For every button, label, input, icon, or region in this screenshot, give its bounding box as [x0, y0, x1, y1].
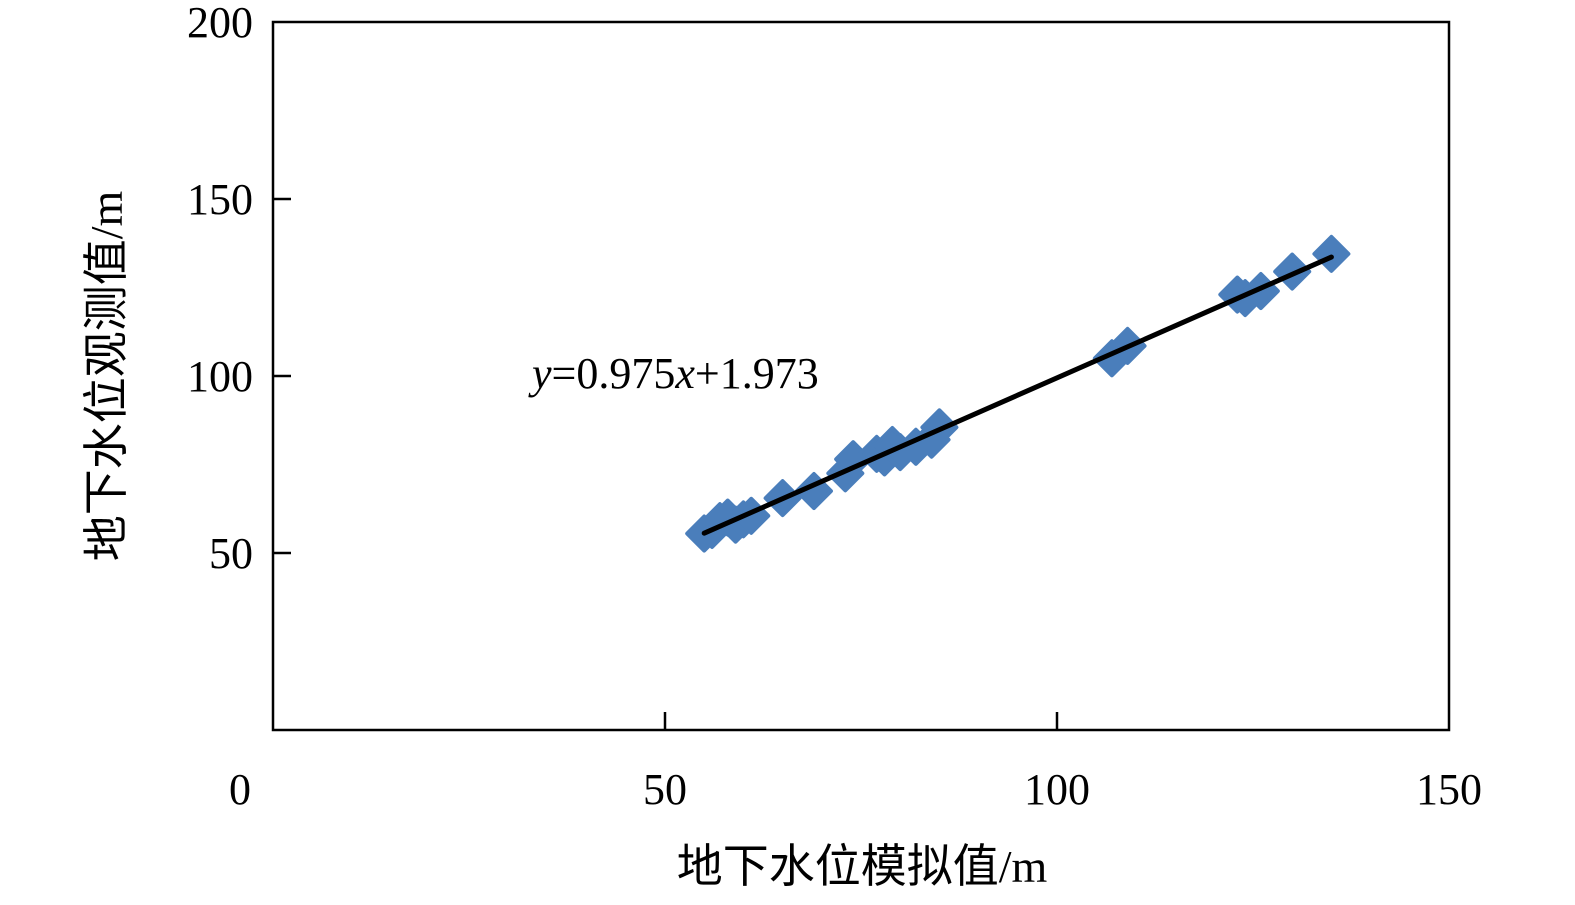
trendline [701, 254, 1334, 536]
equation-x: x [674, 349, 695, 398]
x-tick-label: 150 [1416, 765, 1482, 814]
x-tick-label: 50 [643, 765, 687, 814]
regression-equation: y=0.975x+1.973 [528, 349, 819, 398]
y-tick-label: 100 [187, 352, 253, 401]
x-axis-title: 地下水位模拟值/m [677, 841, 1048, 892]
y-tick-label: 50 [209, 529, 253, 578]
y-axis-ticks: 50 100 150 200 [187, 0, 291, 578]
x-tick-label: 0 [229, 765, 251, 814]
y-tick-label: 200 [187, 0, 253, 47]
equation-intercept: +1.973 [695, 349, 819, 398]
y-axis-title: 地下水位观测值/m [81, 191, 132, 562]
x-axis-ticks: 0 50 100 150 [229, 712, 1482, 814]
y-tick-label: 150 [187, 175, 253, 224]
equation-y: y [528, 349, 552, 398]
x-tick-label: 100 [1024, 765, 1090, 814]
equation-slope: =0.975 [552, 349, 676, 398]
